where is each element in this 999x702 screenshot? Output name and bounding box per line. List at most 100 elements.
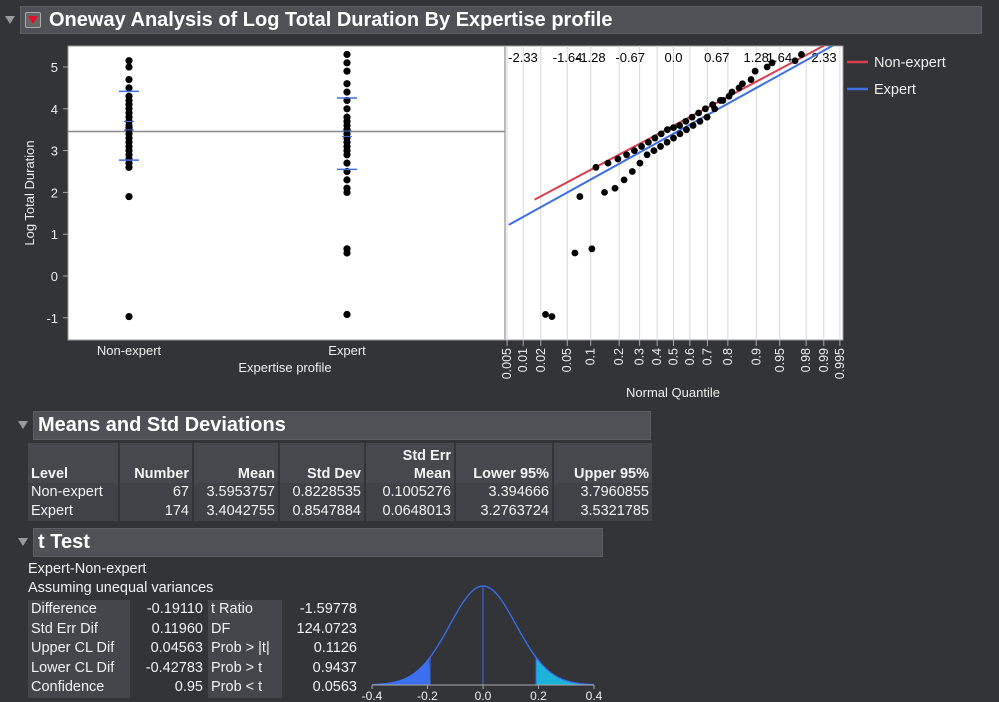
- quantile-point: [650, 147, 658, 154]
- z-tick-label: -2.33: [508, 50, 538, 65]
- data-point: [343, 80, 351, 88]
- column-header: Lower 95%: [456, 443, 552, 483]
- y-tick-label: 3: [51, 144, 58, 159]
- table-cell: Non-expert: [28, 483, 118, 502]
- quantile-tick-label: 0.995: [833, 348, 847, 379]
- quantile-point: [676, 122, 684, 129]
- table-cell: 0.04563: [150, 640, 203, 657]
- y-tick-label: 0: [51, 269, 58, 284]
- quantile-tick-label: 0.2: [612, 348, 626, 365]
- table-cell: Expert: [28, 502, 118, 521]
- table-cell: Prob > |t|: [208, 639, 282, 659]
- table-cell: -0.42783: [145, 659, 203, 676]
- table-cell: 0.0563: [312, 679, 357, 696]
- column-header: Upper 95%: [554, 443, 652, 483]
- table-row: Difference -0.19110 t Ratio -1.59778: [28, 600, 360, 620]
- table-cell: 0.0648013: [366, 502, 454, 521]
- table-row: Std Err Dif 0.11960 DF 124.0723: [28, 619, 360, 640]
- data-point: [343, 113, 351, 121]
- table-cell: 124.0723: [296, 620, 357, 637]
- quantile-point: [604, 159, 612, 167]
- quantile-point: [696, 117, 704, 125]
- red-triangle-menu-icon[interactable]: [25, 12, 41, 28]
- y-tick-label: 4: [51, 102, 58, 117]
- quantile-point: [683, 126, 690, 134]
- data-point: [343, 59, 351, 67]
- table-cell: 3.5321785: [554, 502, 652, 521]
- x-tick-label: 0.2: [530, 689, 547, 702]
- table-row: Upper CL Dif 0.04563 Prob > |t| 0.1126: [28, 639, 360, 659]
- x-category-label: Non-expert: [97, 343, 162, 358]
- table-cell: t Ratio: [208, 600, 282, 620]
- column-header: Level: [28, 443, 118, 483]
- x-tick-label: 0.0: [475, 689, 492, 702]
- data-point: [343, 105, 351, 113]
- quantile-tick-label: 0.3: [633, 348, 647, 365]
- table-cell: -1.59778: [299, 601, 357, 617]
- quantile-point: [630, 147, 638, 154]
- table-cell: 0.95: [174, 679, 203, 696]
- quantile-point: [663, 126, 671, 134]
- y-tick-label: 1: [51, 227, 58, 242]
- table-cell: 0.9437: [312, 659, 357, 676]
- quantile-point: [768, 59, 776, 67]
- quantile-point: [643, 151, 651, 159]
- quantile-point: [571, 249, 579, 257]
- column-header: Mean: [194, 443, 278, 483]
- column-header: Std Err Mean: [366, 443, 454, 483]
- plot-background: [67, 45, 844, 341]
- table-row: Expert 174 3.4042755 0.8547884 0.0648013 3.27…: [28, 502, 652, 521]
- quantile-tick-label: 0.99: [817, 348, 831, 372]
- quantile-point: [611, 184, 619, 192]
- quantile-point: [688, 113, 696, 121]
- ttest-assumption: Assuming unequal variances: [28, 580, 214, 596]
- quantile-tick-label: 0.95: [773, 348, 787, 372]
- data-point: [343, 67, 351, 75]
- table-cell: Difference: [28, 600, 130, 620]
- quantile-point: [751, 67, 759, 75]
- ttest-disclosure[interactable]: [18, 538, 28, 546]
- quantile-point: [638, 143, 645, 150]
- quantile-tick-label: 0.01: [516, 348, 530, 372]
- data-point: [125, 63, 133, 71]
- report-title-bar: Oneway Analysis of Log Total Duration By…: [20, 6, 982, 34]
- means-disclosure[interactable]: [18, 421, 28, 429]
- quantile-point: [651, 134, 659, 142]
- x-tick-label: -0.4: [362, 689, 383, 702]
- table-row: Lower CL Dif -0.42783 Prob > t 0.9437: [28, 658, 360, 679]
- quantile-tick-label: 0.6: [683, 348, 697, 365]
- quantile-tick-label: 0.4: [650, 348, 664, 365]
- data-point: [125, 84, 133, 92]
- disclosure-triangle[interactable]: [5, 16, 15, 24]
- table-cell: 3.394666: [456, 483, 552, 502]
- x-tick-label: -0.2: [417, 689, 438, 702]
- table-cell: Prob < t: [208, 678, 282, 698]
- means-header: Means and Std Deviations: [33, 411, 651, 440]
- data-point: [343, 159, 351, 167]
- table-cell: 67: [120, 483, 192, 502]
- quantile-point: [791, 57, 799, 65]
- ttest-header: t Test: [33, 528, 603, 557]
- table-cell: 3.2763724: [456, 502, 552, 521]
- normal-fit-line: [508, 46, 835, 226]
- t-distribution-plot: -0.4 -0.2 0.0 0.2 0.4: [362, 585, 603, 702]
- quantile-tick-label: 0.005: [500, 348, 514, 379]
- quantile-point: [689, 122, 697, 129]
- table-cell: -0.19110: [146, 601, 203, 617]
- y-tick-label: 2: [51, 185, 58, 200]
- quantile-point: [620, 176, 628, 184]
- x-tick-label: 0.4: [586, 689, 603, 702]
- column-header: Std Dev: [280, 443, 364, 483]
- quantile-point: [670, 124, 677, 132]
- table-cell: Confidence: [28, 678, 130, 698]
- quantile-tick-label: 0.8: [721, 348, 735, 365]
- quantile-point: [670, 134, 677, 142]
- legend-label: Expert: [874, 82, 916, 98]
- column-header: Number: [120, 443, 192, 483]
- quantile-tick-label: 0.9: [749, 348, 763, 365]
- data-point: [343, 50, 351, 59]
- legend-label: Non-expert: [874, 55, 946, 71]
- quantile-point: [636, 159, 644, 167]
- table-cell: Std Err Dif: [28, 619, 130, 640]
- quantile-point: [588, 245, 596, 253]
